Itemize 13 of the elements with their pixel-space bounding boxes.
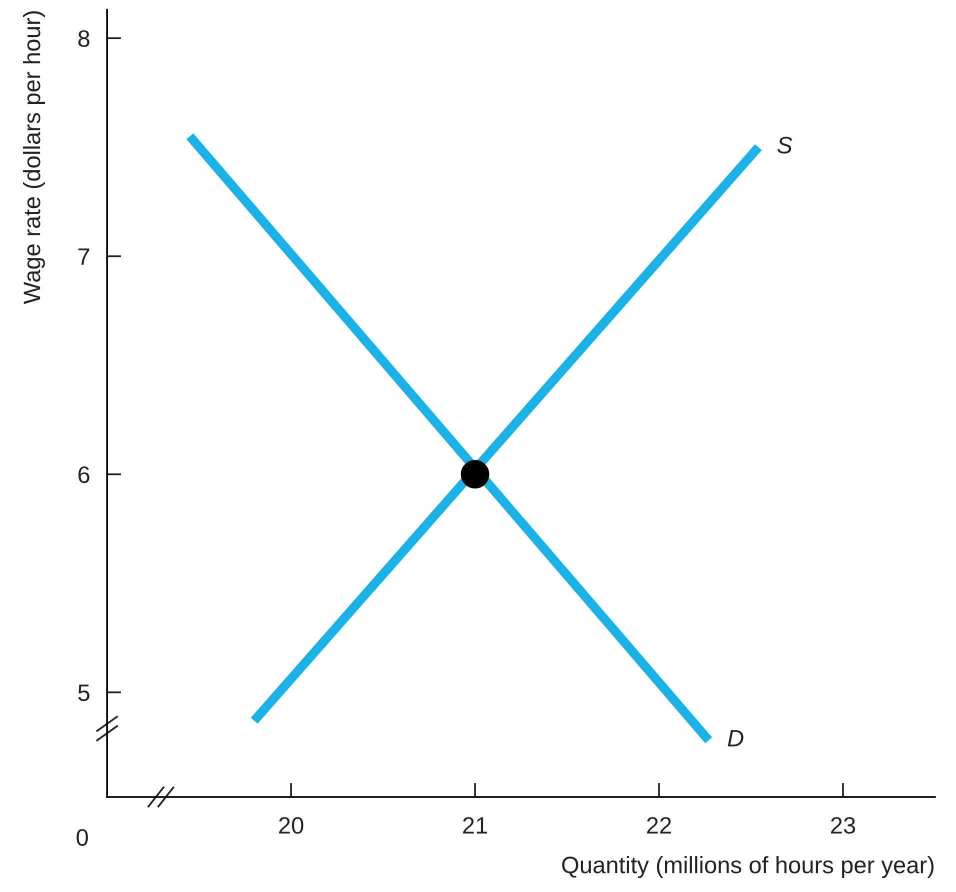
y-tick-label: 6 (78, 466, 90, 484)
series-label: S (777, 136, 792, 154)
x-tick-label: 23 (831, 817, 856, 834)
x-tick-label: 22 (647, 817, 671, 834)
x-tick-label: 21 (463, 817, 488, 834)
y-tick-label: 7 (78, 248, 90, 265)
y-tick-label: 5 (78, 684, 90, 702)
x-axis-title: Quantity (millions of hours per year) (562, 856, 934, 878)
series-label: D (728, 730, 744, 746)
y-axis-title: Wage rate (dollars per hour) (22, 11, 45, 304)
text: 0 (76, 829, 88, 846)
y-tick-label: 8 (78, 30, 90, 47)
x-tick-label: 20 (279, 817, 304, 834)
